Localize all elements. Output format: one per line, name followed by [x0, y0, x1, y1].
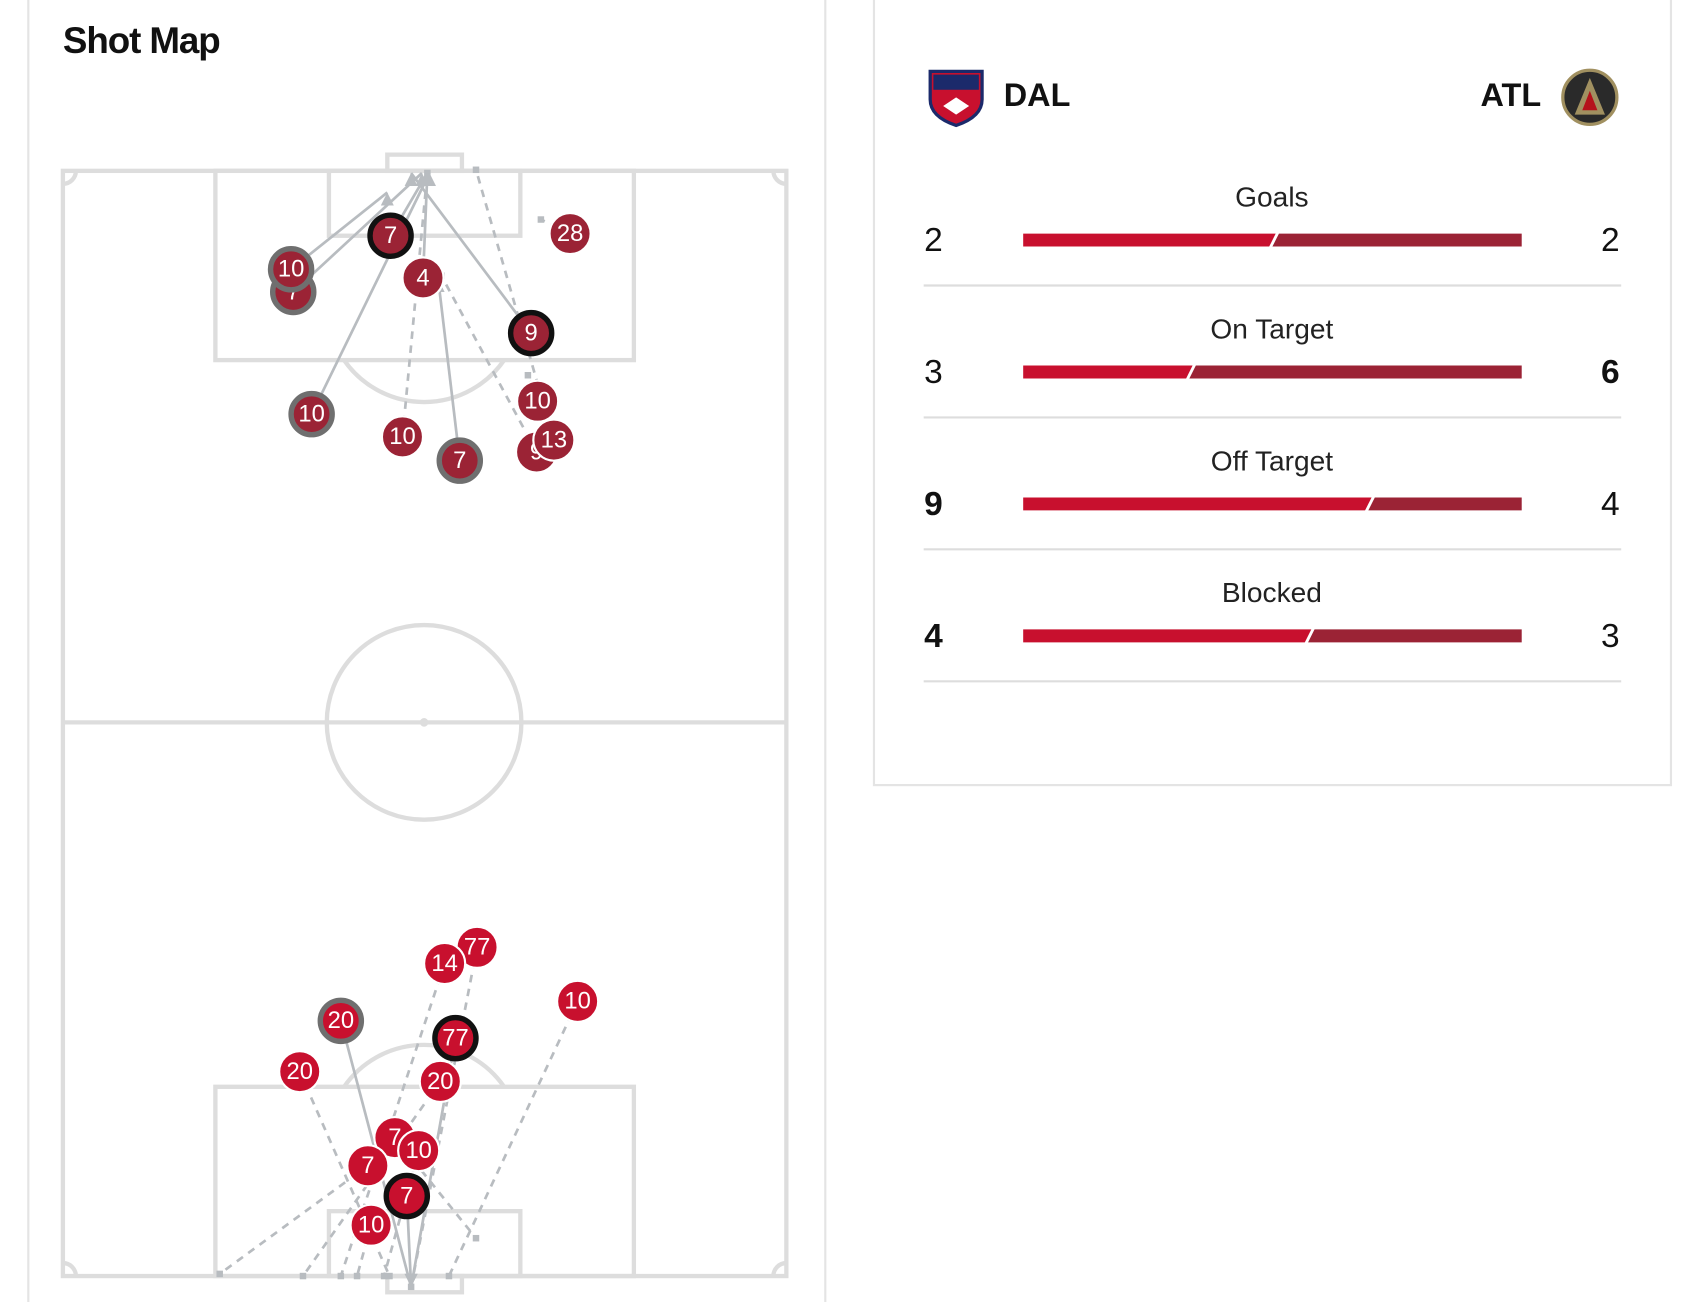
home-value: 4 — [924, 618, 943, 655]
shot-marker — [432, 1014, 479, 1062]
shot-end — [537, 216, 545, 223]
away-value: 4 — [1601, 486, 1620, 523]
shot-number: 14 — [431, 950, 457, 977]
away-value: 3 — [1601, 618, 1620, 655]
shot-marker — [383, 1172, 431, 1220]
shot-number: 4 — [416, 264, 429, 291]
shot-end — [353, 1272, 361, 1280]
shot-marker — [346, 1144, 390, 1188]
shot-marker — [556, 979, 600, 1023]
shot-marker — [349, 1203, 393, 1247]
away-value: 6 — [1601, 354, 1620, 391]
shot-arrow — [404, 173, 418, 186]
shot-number: 7 — [361, 1152, 374, 1179]
shot-marker — [423, 941, 467, 986]
stats-list: Goals 2 2 On Target 3 6 Off Target 9 4 Blocked 4 3 — [923, 181, 1622, 683]
shot-number: 10 — [278, 256, 304, 283]
shot-path — [310, 172, 431, 415]
home-bar — [1023, 365, 1193, 379]
shot-number: 10 — [405, 1137, 431, 1164]
away-bar — [1189, 365, 1522, 379]
shot-path — [440, 275, 538, 453]
shot-path — [292, 172, 423, 293]
shot-number: 20 — [328, 1007, 354, 1034]
away-bar — [1272, 233, 1522, 247]
home-value: 9 — [924, 486, 943, 523]
home-team: DAL — [1004, 77, 1071, 113]
away-bar — [1368, 497, 1522, 511]
shot-end — [445, 1272, 453, 1280]
shot-number: 10 — [389, 423, 415, 450]
home-value: 2 — [924, 222, 943, 259]
shot-marker — [436, 437, 484, 484]
away-team: ATL — [1481, 77, 1542, 113]
shot-path — [355, 1224, 373, 1277]
away-value: 2 — [1601, 222, 1620, 259]
shot-path — [410, 172, 533, 334]
shot-marker — [397, 1128, 441, 1173]
stat-label: On Target — [1210, 313, 1333, 344]
shot-end — [524, 372, 532, 379]
shot-marker — [380, 415, 425, 459]
shot-number: 10 — [298, 401, 324, 428]
shot-end — [337, 1272, 345, 1280]
title: Shot Map — [63, 20, 220, 61]
shot-arrow — [404, 1273, 418, 1287]
shot-number: 7 — [400, 1182, 413, 1209]
home-value: 3 — [924, 354, 943, 391]
shot-markers: 771042891010710913771410207720207107710 — [267, 211, 600, 1247]
shot-number: 10 — [564, 988, 590, 1015]
shot-marker — [401, 256, 445, 300]
shot-arrow — [380, 192, 394, 206]
shot-number: 28 — [557, 220, 583, 247]
shot-number: 13 — [541, 426, 567, 453]
shot-number: 77 — [464, 934, 490, 961]
stat-label: Goals — [1235, 181, 1308, 212]
stat-label: Blocked — [1222, 577, 1322, 608]
shot-number: 77 — [442, 1025, 468, 1052]
shot-layer: 771042891010710913771410207720207107710 — [216, 166, 600, 1291]
shot-marker — [367, 212, 414, 259]
shot-number: 10 — [358, 1212, 384, 1239]
home-bar — [1023, 629, 1312, 643]
shot-end — [472, 166, 480, 174]
shot-end — [386, 1272, 393, 1280]
shot-end — [424, 169, 431, 177]
shot-path — [218, 1164, 369, 1275]
shot-end — [472, 1234, 480, 1242]
home-bar — [1023, 233, 1276, 247]
shot-number: 9 — [525, 319, 538, 346]
shot-path — [401, 172, 429, 438]
shot-marker — [267, 246, 315, 293]
shot-marker — [278, 1050, 322, 1094]
shot-number: 20 — [427, 1068, 453, 1095]
shot-marker — [317, 997, 365, 1045]
stat-label: Off Target — [1211, 445, 1334, 476]
shot-number: 7 — [453, 447, 466, 474]
away-bar — [1308, 629, 1522, 643]
shot-marker — [418, 1059, 462, 1104]
shot-number: 20 — [287, 1058, 313, 1085]
shot-marker — [532, 418, 576, 462]
shot-end — [216, 1270, 223, 1278]
shot-number: 10 — [524, 388, 550, 415]
away-logo — [1561, 68, 1619, 126]
shot-end — [299, 1272, 307, 1280]
shot-number: 7 — [384, 222, 397, 249]
home-bar — [1023, 497, 1372, 511]
shot-marker — [507, 309, 555, 357]
shot-marker — [516, 379, 560, 423]
shot-marker — [548, 211, 592, 256]
shot-marker — [288, 390, 335, 438]
shot-end — [380, 1272, 388, 1280]
home-logo — [928, 69, 984, 128]
shot-path — [436, 278, 462, 461]
stats-panel — [872, 0, 1673, 787]
